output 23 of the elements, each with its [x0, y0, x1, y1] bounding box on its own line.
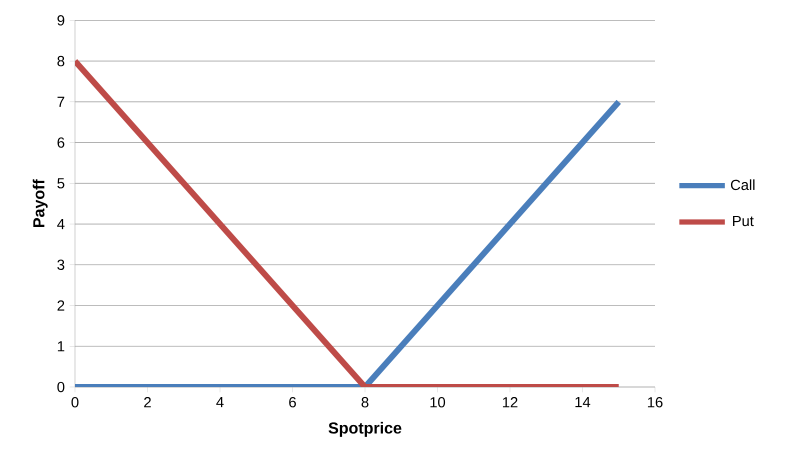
y-tick-label: 0 [57, 382, 64, 392]
y-tick-label: 3 [57, 260, 64, 270]
y-tick-label: 1 [58, 341, 64, 352]
x-tick-label: 8 [362, 397, 368, 408]
x-tick-label: 0 [71, 397, 78, 408]
y-tick-label: 7 [58, 96, 64, 107]
y-tick-label: 8 [57, 56, 64, 66]
y-tick-label: 6 [58, 137, 64, 148]
x-tick-label: 4 [216, 397, 224, 408]
y-tick-label: 4 [57, 219, 65, 230]
x-tick-label: 10 [430, 397, 446, 408]
x-tick-label: 14 [575, 397, 590, 408]
x-axis-title: Spotprice [328, 422, 402, 437]
legend-label: Put [733, 216, 754, 226]
y-tick-label: 5 [57, 178, 64, 188]
y-tick-label: 9 [57, 15, 64, 26]
y-axis-title: Payoff [32, 179, 48, 228]
y-tick-label: 2 [58, 300, 64, 311]
x-tick-label: 16 [648, 397, 663, 408]
x-tick-label: 2 [144, 397, 151, 408]
x-tick-label: 6 [289, 397, 296, 408]
x-tick-label: 12 [502, 397, 518, 408]
legend-label: Call [730, 179, 754, 190]
